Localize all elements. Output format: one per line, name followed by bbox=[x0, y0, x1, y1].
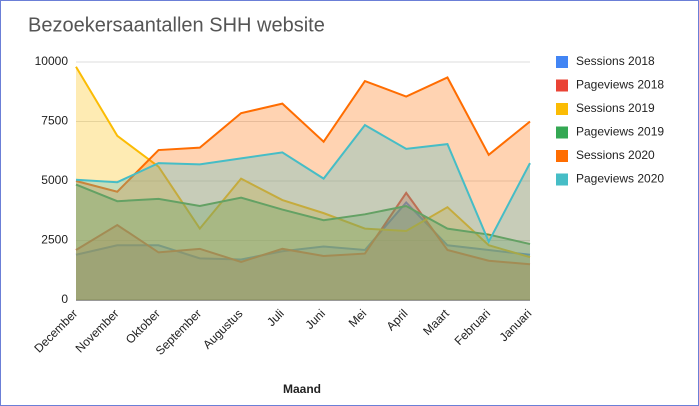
legend-swatch bbox=[556, 103, 568, 115]
y-tick-label: 7500 bbox=[41, 114, 68, 128]
area-line bbox=[75, 191, 531, 266]
legend-label: Sessions 2018 bbox=[576, 54, 655, 68]
chart-title: Bezoekersaantallen SHH website bbox=[28, 14, 325, 36]
area-line bbox=[75, 123, 531, 245]
area-fill bbox=[76, 192, 530, 300]
area-fill bbox=[76, 184, 530, 300]
area-line bbox=[75, 66, 531, 259]
area-line bbox=[75, 76, 531, 193]
area-line bbox=[75, 200, 531, 261]
legend-label: Pageviews 2019 bbox=[576, 125, 664, 139]
y-tick-label: 0 bbox=[61, 292, 68, 306]
legend-swatch bbox=[556, 126, 568, 139]
legend-swatch bbox=[556, 79, 568, 92]
legend-swatch bbox=[556, 173, 568, 186]
legend-label: Sessions 2019 bbox=[576, 101, 655, 115]
legend-label: Pageviews 2018 bbox=[576, 78, 664, 92]
legend-label: Sessions 2020 bbox=[576, 148, 655, 162]
y-tick-label: 5000 bbox=[41, 173, 68, 187]
area-line bbox=[75, 183, 531, 246]
x-axis-label: Maand bbox=[283, 382, 321, 396]
area-fill bbox=[76, 202, 530, 300]
legend-swatch bbox=[556, 56, 568, 68]
area-fill bbox=[76, 66, 530, 300]
area-fill bbox=[76, 125, 530, 300]
y-tick-label: 10000 bbox=[35, 54, 69, 68]
area-fill bbox=[76, 77, 530, 300]
y-tick-label: 2500 bbox=[41, 233, 68, 247]
legend-swatch bbox=[556, 150, 568, 162]
legend-label: Pageviews 2020 bbox=[576, 172, 664, 186]
